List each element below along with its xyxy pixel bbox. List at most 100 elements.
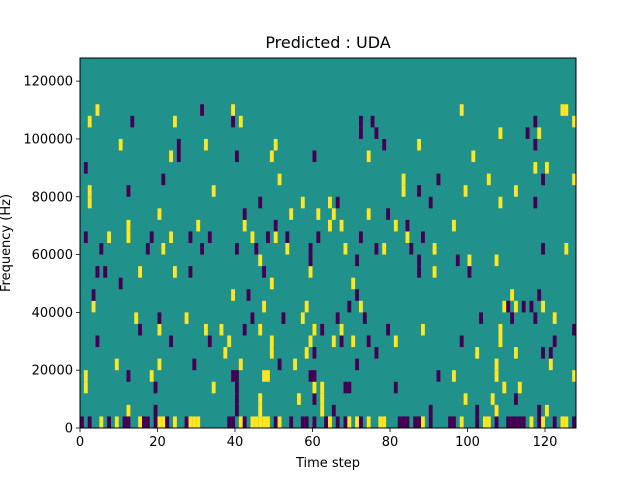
heatmap-cell [533, 162, 538, 174]
heatmap-cell [169, 231, 173, 243]
heatmap-cell [417, 185, 421, 197]
heatmap-cell [157, 323, 162, 336]
heatmap-cell [192, 358, 197, 371]
heatmap-cell [258, 196, 263, 209]
heatmap-cell [386, 208, 390, 220]
heatmap-cell [231, 289, 235, 301]
heatmap-cell [122, 416, 127, 428]
heatmap-cell [262, 266, 266, 278]
heatmap-cell [161, 416, 166, 428]
heatmap-cell [452, 416, 456, 428]
heatmap-cell [246, 289, 251, 301]
heatmap-cell [335, 312, 340, 324]
heatmap-cell [103, 266, 108, 278]
heatmap-cell [238, 416, 243, 428]
heatmap-cell [250, 416, 255, 428]
heatmap-cell [83, 381, 88, 394]
heatmap-cell [293, 358, 297, 371]
heatmap-cell [506, 416, 511, 428]
heatmap-cell [432, 243, 437, 255]
heatmap-cell [494, 370, 499, 382]
heatmap-cell [277, 173, 282, 186]
heatmap-cell [161, 243, 166, 255]
heatmap-cell [355, 358, 359, 371]
heatmap-cell [494, 254, 499, 267]
heatmap-cell [304, 300, 309, 313]
heatmap-cell [169, 150, 173, 163]
heatmap-cell [529, 300, 534, 313]
heatmap-cell [514, 185, 518, 197]
heatmap-cell [417, 254, 421, 267]
heatmap-cell [572, 173, 576, 186]
heatmap-cell [138, 323, 142, 336]
heatmap-cell [308, 335, 313, 348]
heatmap-cell [304, 347, 309, 359]
plot-frame [79, 57, 577, 429]
heatmap-cell [165, 416, 170, 428]
heatmap-cell [300, 416, 305, 428]
x-tick-label: 120 [533, 435, 558, 450]
heatmap-cell [552, 335, 557, 348]
heatmap-cell [316, 231, 321, 243]
heatmap-cell [83, 370, 88, 382]
heatmap-cell [510, 416, 514, 428]
heatmap-cell [514, 393, 518, 405]
heatmap-cell [335, 196, 340, 209]
heatmap-cell [308, 254, 313, 267]
heatmap-cell [401, 416, 406, 428]
heatmap-cell [145, 243, 150, 255]
heatmap-cell [393, 381, 398, 394]
heatmap-cell [339, 219, 344, 232]
heatmap-cell [235, 150, 239, 163]
heatmap-cell [510, 289, 514, 301]
heatmap-cell [572, 323, 576, 336]
heatmap-cell [227, 335, 232, 348]
heatmap-cell [262, 416, 266, 428]
heatmap-cell [149, 370, 154, 382]
heatmap-cell [347, 416, 352, 428]
heatmap-cell [258, 416, 263, 428]
heatmap-cell [138, 266, 142, 278]
heatmap-cell [312, 347, 317, 359]
heatmap-cell [273, 219, 278, 232]
heatmap-cell [130, 115, 135, 128]
heatmap-cell [362, 312, 367, 324]
heatmap-cell [142, 416, 146, 428]
heatmap-cell [417, 266, 421, 278]
heatmap-cell [231, 370, 235, 382]
heatmap-cell [312, 370, 317, 382]
heatmap-cell [328, 219, 332, 232]
heatmap-cell [541, 243, 545, 255]
heatmap-cell [486, 173, 491, 186]
heatmap-cell [114, 358, 119, 371]
heatmap-cell [331, 208, 336, 220]
heatmap-cell [138, 416, 142, 428]
heatmap-cell [421, 323, 425, 336]
x-tick-label: 80 [382, 435, 399, 450]
heatmap-cell [335, 416, 340, 428]
heatmap-cell [273, 138, 278, 151]
heatmap-cell [347, 300, 352, 313]
heatmap-cell [355, 416, 359, 428]
heatmap-cell [560, 416, 565, 428]
heatmap-cell [459, 104, 464, 116]
heatmap-cell [242, 416, 247, 428]
heatmap-cell [448, 416, 452, 428]
heatmap-cell [184, 312, 189, 324]
heatmap-cell [308, 266, 313, 278]
heatmap-cell [204, 323, 208, 336]
heatmap-cell [266, 416, 270, 428]
y-tick-label: 120000 [23, 75, 73, 90]
heatmap-cell [455, 254, 460, 267]
heatmap-cell [537, 127, 542, 139]
heatmap-cell [572, 115, 576, 128]
heatmap-cell [196, 219, 201, 232]
heatmap-cell [355, 254, 359, 267]
heatmap-cell [281, 312, 286, 324]
heatmap-cell [126, 219, 131, 232]
heatmap-cell [235, 404, 239, 417]
x-tick-label: 20 [149, 435, 166, 450]
heatmap-cell [382, 416, 387, 428]
heatmap-cell [238, 358, 243, 371]
heatmap-cell [235, 381, 239, 394]
